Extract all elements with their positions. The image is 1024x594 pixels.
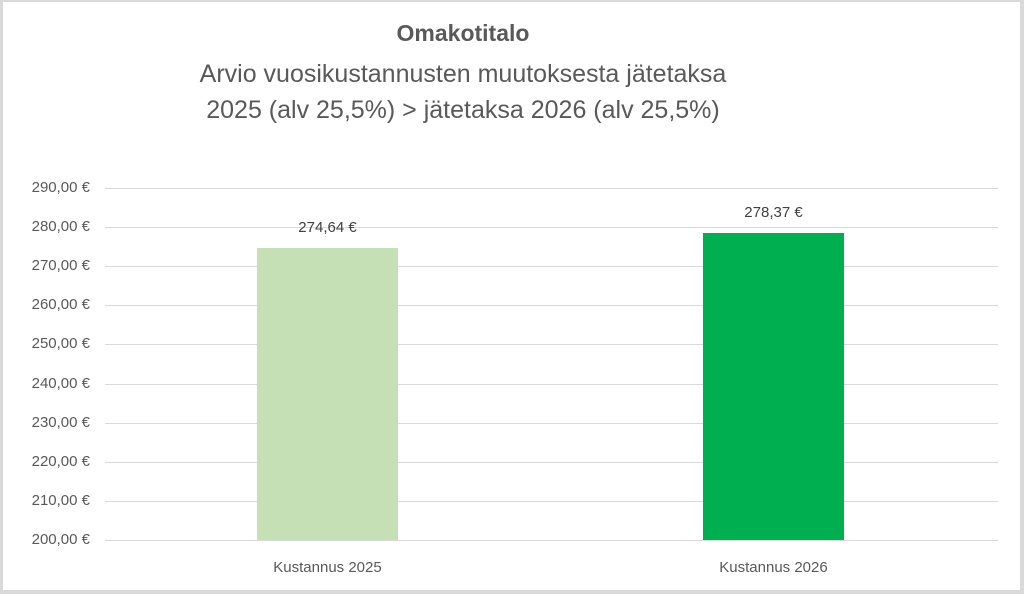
gridline [105, 188, 998, 189]
chart-subtitle-line1: Arvio vuosikustannusten muutoksesta jäte… [199, 60, 727, 88]
y-tick-label: 220,00 € [31, 452, 90, 470]
gridline [105, 266, 998, 268]
y-tick-label: 230,00 € [31, 413, 90, 431]
gridline [105, 344, 998, 346]
bar-1 [257, 248, 398, 540]
y-tick-label: 280,00 € [31, 218, 90, 236]
gridline [105, 422, 998, 424]
data-label: 278,37 € [744, 204, 803, 222]
x-category-label: Kustannus 2026 [719, 559, 828, 576]
y-tick-label: 270,00 € [31, 257, 90, 275]
y-tick-label: 290,00 € [31, 179, 90, 196]
y-tick-label: 260,00 € [31, 296, 90, 314]
chart-area: Omakotitalo Arvio vuosikustannusten muut… [3, 2, 1020, 590]
y-tick-label: 200,00 € [31, 531, 90, 548]
bar-2 [703, 233, 844, 540]
y-tick-label: 250,00 € [31, 335, 90, 353]
chart-title: Omakotitalo [396, 20, 530, 46]
y-tick-label: 210,00 € [31, 491, 90, 509]
gridline [105, 305, 998, 307]
gridline [105, 227, 998, 229]
gridline [105, 383, 998, 385]
gridline [105, 500, 998, 502]
data-label: 274,64 € [298, 219, 357, 237]
gridline [105, 540, 998, 541]
chart-subtitle-line2: 2025 (alv 25,5%) > jätetaksa 2026 (alv 2… [206, 96, 720, 124]
y-tick-label: 240,00 € [31, 374, 90, 392]
gridline [105, 461, 998, 463]
x-category-label: Kustannus 2025 [273, 559, 382, 576]
